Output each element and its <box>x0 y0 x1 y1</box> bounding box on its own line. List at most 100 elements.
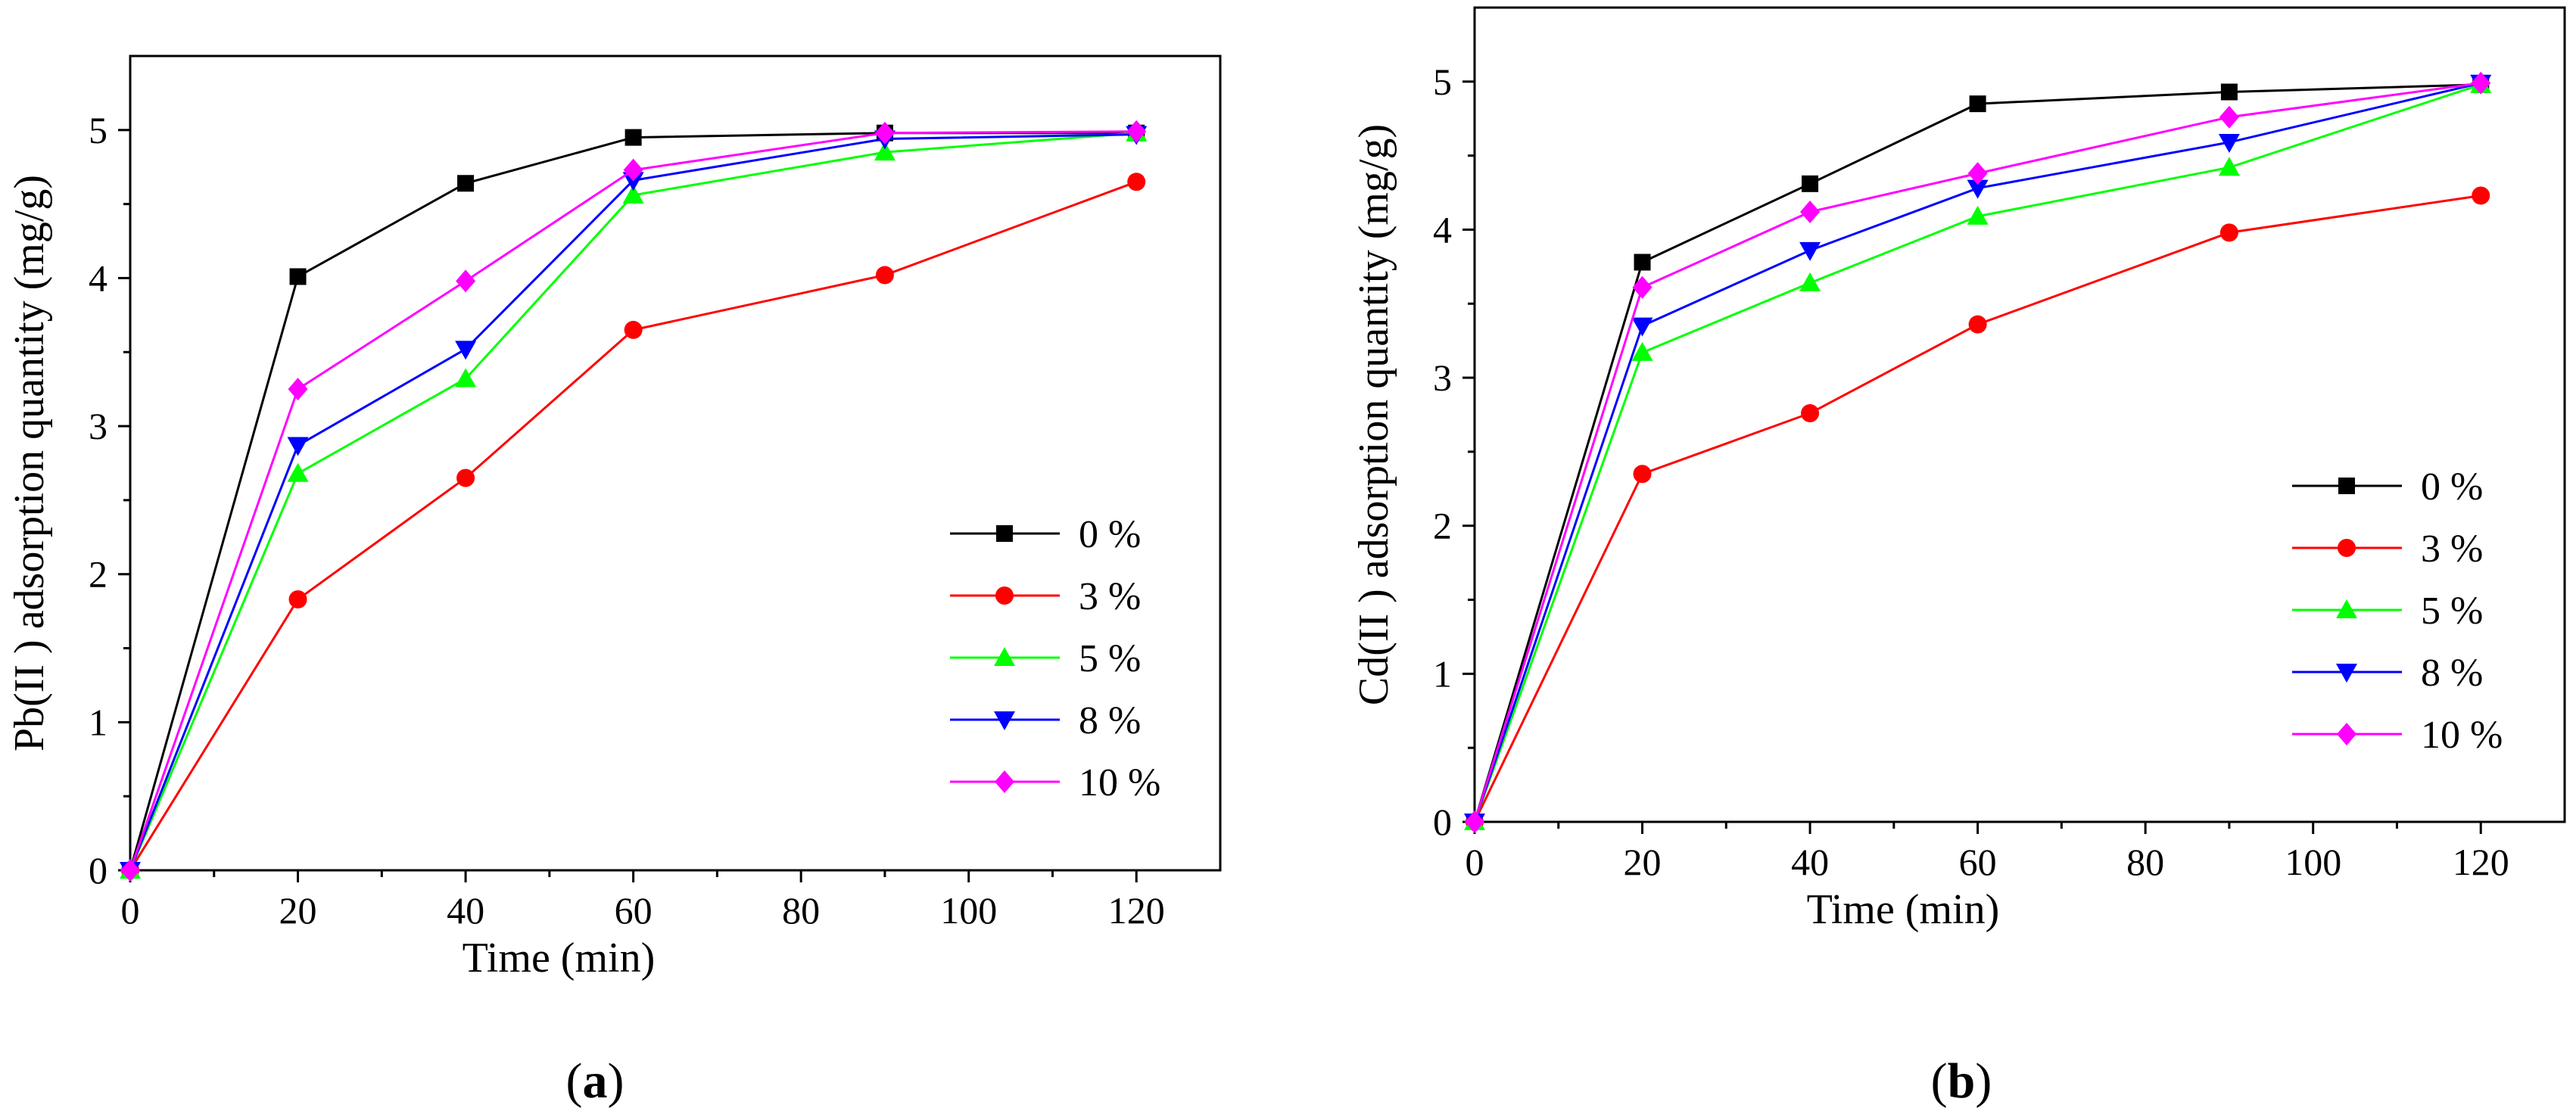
panel-a-plot-frame <box>129 54 1222 872</box>
panel-b-data-point <box>1633 465 1652 484</box>
panel-a-data-point <box>874 121 895 145</box>
panel-a-legend-label: 10 % <box>1079 761 1160 804</box>
panel-a-data-point <box>1126 120 1147 143</box>
panel-a-y-tick-label: 5 <box>89 109 107 151</box>
panel-b-legend-marker <box>2337 723 2356 745</box>
panel-a-y-tick-label: 2 <box>89 553 107 596</box>
panel-b-data-point <box>2219 223 2238 242</box>
panel-a-legend: 0 % 3 % 5 % 8 % 10 % <box>950 513 1160 804</box>
panel-a-data-point <box>624 320 643 339</box>
panel-b-data-point <box>1465 811 1484 833</box>
panel-b-data-point <box>1632 275 1652 299</box>
panel-b-legend-marker <box>2338 539 2356 557</box>
panel-b-data-point <box>2218 134 2240 154</box>
panel-b-legend-marker <box>2336 664 2357 683</box>
panel-a-legend-label: 8 % <box>1079 699 1141 742</box>
panel-a-data-point <box>288 378 308 401</box>
panel-b-y-tick-label: 2 <box>1433 505 1452 547</box>
panel-b-x-axis-title: Time (min) <box>1807 886 2000 933</box>
panel-b-x-tick-label: 80 <box>2126 841 2164 883</box>
panel-b-data-point <box>2471 71 2491 95</box>
panel-b-legend: 0 % 3 % 5 % 8 % 10 % <box>2292 465 2503 757</box>
panel-b-series-line <box>1473 194 2481 823</box>
panel-a-y-tick-label: 3 <box>89 405 107 447</box>
panel-b-series-4 <box>1465 71 2491 833</box>
panel-a-data-point <box>625 129 642 146</box>
panel-a-y-tick-label: 4 <box>89 257 107 299</box>
panel-a-series-line <box>129 130 1137 871</box>
panel-a-data-point <box>622 184 644 204</box>
panel-b-series-line <box>1473 83 2481 823</box>
panel-a-data-point <box>456 468 475 487</box>
panel-b-legend-label: 3 % <box>2421 527 2483 571</box>
panel-b: (b) 0 20 40 60 80 100 120 0 1 2 3 4 5 Time (min) Cd(II… <box>1350 6 2566 1109</box>
panel-a-legend-label: 5 % <box>1079 637 1141 680</box>
panel-a-y-tick-label: 1 <box>89 701 107 743</box>
panel-b-data-point <box>1799 241 1821 261</box>
panel-b-data-point <box>1631 341 1653 361</box>
panel-b-data-point <box>2472 186 2490 205</box>
panel-a-data-point <box>287 437 309 456</box>
panel-b-data-point <box>1967 179 1989 199</box>
panel-b-x-tick-label: 0 <box>1466 841 1484 883</box>
panel-b-legend-label: 5 % <box>2421 590 2483 633</box>
panel-a-data-point <box>874 142 896 161</box>
panel-a-x-tick-label: 20 <box>279 889 317 932</box>
panel-a-y-axis-title: Pb(II ) adsorption quantity (mg/g) <box>6 175 53 751</box>
panel-b-y-tick-label: 4 <box>1433 208 1452 250</box>
panel-b-series-line <box>1473 82 2481 823</box>
panel-b-y-tick-label: 0 <box>1433 801 1452 843</box>
panel-a-data-point <box>622 172 644 191</box>
panel-a-data-point <box>1127 173 1146 191</box>
panel-a-y-tick-label: 0 <box>89 849 107 891</box>
panel-a-data-point <box>287 462 309 482</box>
panel-a-series-line <box>129 132 1137 871</box>
panel-b-x-tick-label: 120 <box>2453 841 2509 883</box>
panel-b-x-tick-label: 20 <box>1624 841 1662 883</box>
panel-a-legend-marker <box>994 647 1015 666</box>
panel-a-legend-marker <box>994 711 1015 730</box>
panel-b-legend-label: 8 % <box>2421 652 2483 695</box>
panel-b-x-tick-label: 100 <box>2285 841 2341 883</box>
panel-b-y-tick-label: 3 <box>1433 356 1452 399</box>
panel-b-data-point <box>1802 175 1819 192</box>
panel-a-data-point <box>288 590 307 608</box>
panel-b-plot-frame <box>1473 6 2566 823</box>
panel-a-x-tick-label: 100 <box>940 889 997 932</box>
panel-a-data-point <box>457 175 475 192</box>
panel-a-data-point <box>623 158 643 182</box>
panel-a-legend-marker <box>995 770 1014 793</box>
panel-a-x-tick-label: 120 <box>1108 889 1165 932</box>
panel-a-legend-label: 3 % <box>1079 575 1141 618</box>
panel-b-data-point <box>1799 272 1821 291</box>
panel-b-data-point <box>2220 83 2238 101</box>
panel-b-legend-marker <box>2336 599 2357 618</box>
panel-a-x-tick-label: 80 <box>782 889 820 932</box>
panel-b-data-point <box>1968 315 1987 334</box>
panel-b-data-point <box>1801 404 1820 423</box>
panel-a-x-tick-label: 40 <box>447 889 484 932</box>
panel-a-series-line <box>129 133 1137 871</box>
panel-b-data-point <box>1634 254 1651 271</box>
panel-a-x-axis-title: Time (min) <box>463 935 656 982</box>
panel-b-x-tick-label: 40 <box>1791 841 1829 883</box>
panel-b-y-axis-title: Cd(II ) adsorption quantity (mg/g) <box>1350 124 1397 705</box>
panel-b-data-point <box>2219 105 2239 129</box>
panel-b-data-point <box>1631 317 1653 337</box>
panel-a: (a) 0 20 40 60 80 100 120 0 1 2 3 4 5 Time (min) Pb(II… <box>6 54 1222 1109</box>
panel-b-series-line <box>1473 83 2481 823</box>
panel-a-data-point <box>120 859 140 882</box>
panel-b-data-point <box>1800 200 1821 223</box>
panel-a-data-point <box>456 269 476 293</box>
panel-a-legend-label: 0 % <box>1079 513 1141 556</box>
panel-b-data-point <box>1969 95 1986 113</box>
panel-a-label: (a) <box>566 1053 625 1109</box>
panel-b-series-line <box>1473 82 2481 823</box>
panel-b-y-tick-label: 1 <box>1433 652 1452 695</box>
panel-a-legend-marker <box>995 587 1014 605</box>
panel-b-legend-marker <box>2338 478 2355 494</box>
panel-a-x-tick-label: 60 <box>615 889 653 932</box>
panel-b-data-point <box>2218 157 2240 176</box>
